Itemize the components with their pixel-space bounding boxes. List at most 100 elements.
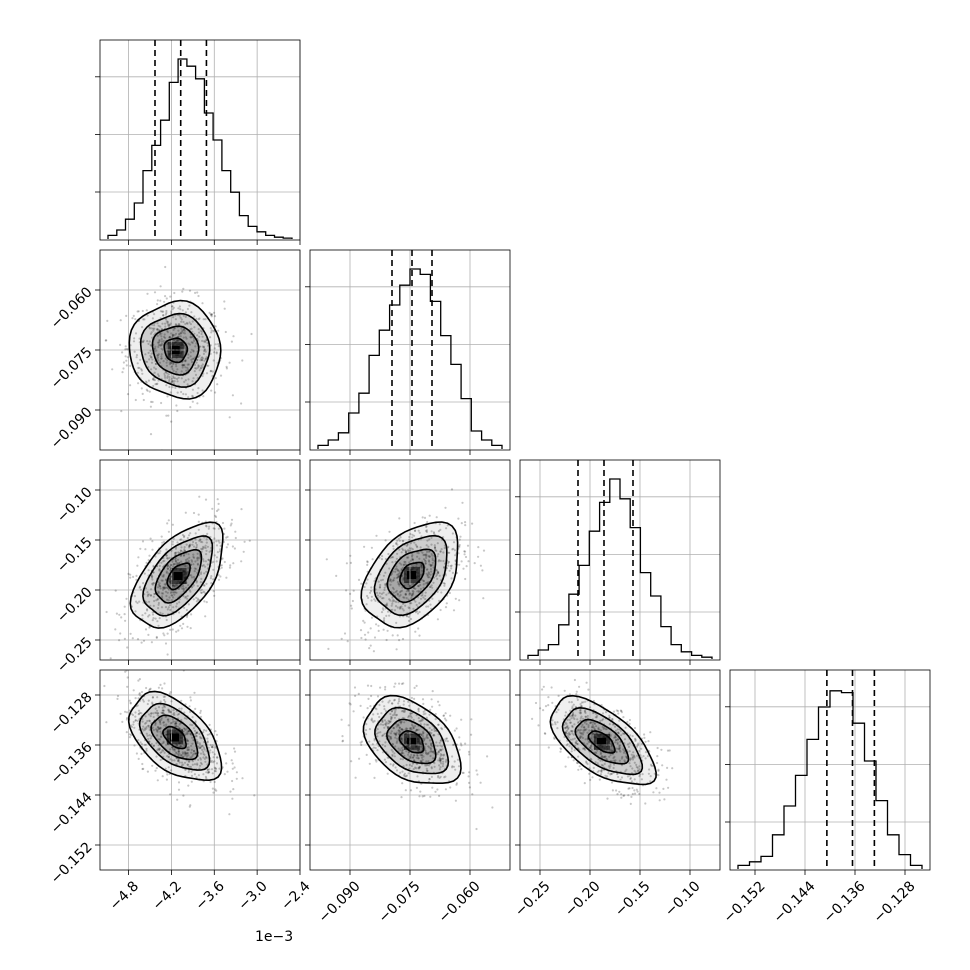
scatter-point	[167, 708, 170, 711]
scatter-point	[431, 557, 434, 560]
scatter-point	[141, 727, 144, 731]
scatter-point	[577, 747, 580, 750]
scatter-point	[186, 732, 189, 735]
scatter-point	[129, 573, 132, 576]
scatter-point	[594, 716, 597, 719]
scatter-point	[439, 749, 443, 752]
scatter-point	[232, 562, 235, 565]
scatter-point	[159, 730, 162, 733]
scatter-point	[146, 609, 149, 612]
scatter-point	[619, 729, 622, 733]
scatter-point	[598, 746, 602, 749]
scatter-point	[395, 542, 398, 545]
scatter-point	[352, 710, 355, 713]
scatter-point	[390, 717, 393, 720]
scatter-point	[604, 774, 607, 777]
scatter-point	[187, 378, 190, 381]
scatter-point	[589, 778, 592, 782]
scatter-point	[125, 314, 128, 317]
scatter-point	[147, 699, 150, 702]
y-tick-label: −0.128	[48, 689, 96, 737]
scatter-point	[370, 718, 373, 721]
scatter-point	[444, 574, 447, 577]
scatter-point	[594, 736, 597, 739]
scatter-point	[154, 347, 157, 350]
scatter-point	[109, 657, 112, 660]
scatter-point	[393, 732, 396, 735]
scatter-point	[594, 751, 597, 754]
scatter-point	[345, 589, 348, 592]
scatter-point	[160, 736, 163, 739]
scatter-point	[365, 603, 368, 606]
scatter-point	[393, 685, 396, 688]
scatter-point	[423, 553, 426, 556]
scatter-point	[383, 583, 387, 586]
scatter-point	[396, 539, 399, 542]
scatter-point	[571, 732, 574, 735]
scatter-point	[192, 598, 195, 601]
scatter-point	[571, 738, 574, 741]
scatter-point	[173, 291, 176, 295]
scatter-point	[144, 628, 148, 631]
scatter-point	[193, 750, 196, 753]
scatter-point	[407, 751, 411, 754]
scatter-point	[557, 694, 560, 698]
scatter-point	[445, 527, 448, 530]
scatter-point	[189, 710, 192, 714]
scatter-point	[612, 710, 616, 713]
scatter-point	[398, 729, 401, 732]
scatter-point	[593, 740, 596, 743]
scatter-point	[406, 543, 409, 546]
scatter-point	[172, 363, 175, 366]
scatter-point	[166, 320, 169, 323]
scatter-point	[184, 752, 187, 755]
scatter-point	[390, 580, 393, 583]
scatter-point	[149, 594, 152, 597]
scatter-point	[159, 700, 162, 703]
scatter-point	[396, 581, 399, 584]
scatter-point	[416, 551, 419, 554]
scatter-point	[149, 604, 152, 607]
scatter-point	[382, 628, 385, 631]
contour-line	[374, 706, 450, 775]
scatter-point	[455, 727, 458, 730]
scatter-point	[666, 766, 669, 770]
scatter-point	[194, 752, 197, 755]
scatter-point	[369, 627, 372, 630]
scatter-point	[137, 556, 140, 559]
scatter-point	[212, 791, 215, 794]
scatter-point	[595, 752, 598, 755]
scatter-point	[198, 331, 201, 334]
scatter-point	[196, 563, 199, 566]
scatter-point	[195, 735, 198, 738]
scatter-point	[226, 770, 229, 773]
scatter-point	[392, 764, 395, 767]
scatter-point	[161, 322, 164, 325]
scatter-point	[174, 591, 177, 594]
scatter-point	[586, 717, 589, 720]
scatter-point	[188, 705, 191, 708]
scatter-point	[439, 739, 442, 742]
scatter-point	[620, 734, 623, 737]
scatter-point	[605, 745, 608, 748]
scatter-point	[167, 766, 170, 769]
scatter-point	[131, 637, 134, 640]
scatter-point	[176, 380, 179, 383]
scatter-point	[420, 594, 423, 597]
scatter-point	[421, 730, 425, 733]
scatter-point	[168, 709, 171, 712]
scatter-point	[388, 530, 391, 533]
scatter-point	[368, 647, 371, 650]
scatter-point	[175, 752, 178, 755]
scatter-point	[432, 751, 435, 754]
scatter-point	[586, 714, 589, 718]
scatter-point	[583, 729, 586, 732]
scatter-point	[622, 794, 625, 797]
scatter-point	[129, 702, 132, 705]
scatter-point	[152, 728, 155, 732]
scatter-point	[148, 600, 151, 603]
scatter-point	[486, 755, 489, 758]
scatter-point	[142, 398, 145, 402]
scatter-point	[419, 742, 422, 746]
contour-line	[373, 534, 448, 617]
